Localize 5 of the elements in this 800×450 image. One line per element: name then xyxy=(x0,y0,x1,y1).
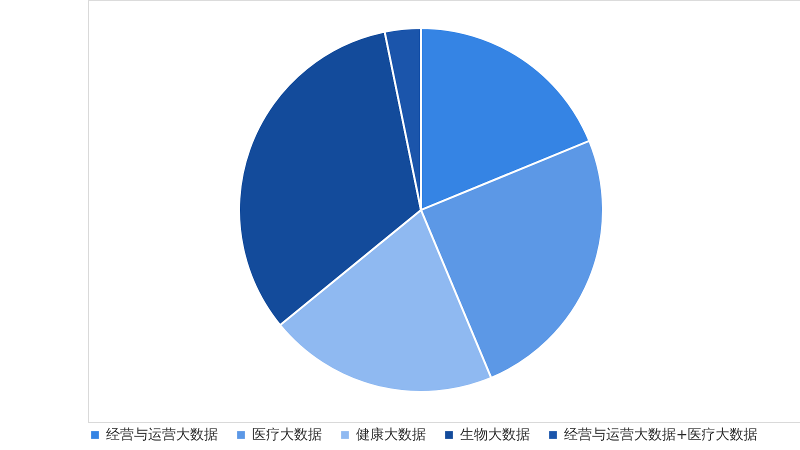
legend-label: 经营与运营大数据 xyxy=(106,427,218,443)
legend-label: 生物大数据 xyxy=(460,427,530,443)
legend-label: 医疗大数据 xyxy=(252,427,322,443)
legend-label: 健康大数据 xyxy=(356,427,426,443)
legend-label: 经营与运营大数据+医疗大数据 xyxy=(564,427,758,443)
